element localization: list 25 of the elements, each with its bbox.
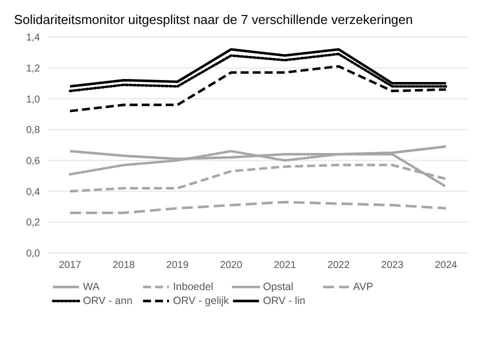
- x-tick-label: 2017: [58, 260, 82, 272]
- y-tick-label: 0,2: [26, 218, 40, 229]
- x-tick-label: 2019: [166, 260, 189, 272]
- x-tick-label: 2018: [112, 260, 136, 272]
- x-tick-label: 2021: [274, 260, 296, 272]
- x-tick-label: 2024: [434, 260, 458, 272]
- legend-label: WA: [83, 281, 100, 293]
- y-tick-label: 1,2: [26, 63, 40, 74]
- y-tick-label: 1,4: [26, 32, 40, 44]
- legend-label: Opstal: [263, 281, 294, 293]
- y-tick-label: 0,4: [26, 186, 40, 198]
- x-tick-label: 2020: [220, 260, 243, 272]
- legend-label: AVP: [353, 281, 374, 293]
- x-tick-label: 2022: [327, 260, 350, 272]
- y-tick-label: 1,0: [26, 94, 40, 106]
- legend-label: ORV - ann: [83, 295, 132, 307]
- x-tick-label: 2023: [381, 260, 404, 272]
- legend-label: Inboedel: [173, 281, 214, 293]
- legend-label: ORV - lin: [263, 295, 306, 307]
- legend-label: ORV - gelijk: [173, 295, 229, 307]
- y-tick-label: 0,0: [26, 248, 40, 260]
- y-tick-label: 0,8: [26, 125, 40, 136]
- y-tick-label: 0,6: [26, 156, 40, 167]
- line-series: [68, 200, 448, 214]
- chart-title: Solidariteitsmonitor uitgesplitst naar de 7 verschillende verzekeringen: [13, 11, 414, 29]
